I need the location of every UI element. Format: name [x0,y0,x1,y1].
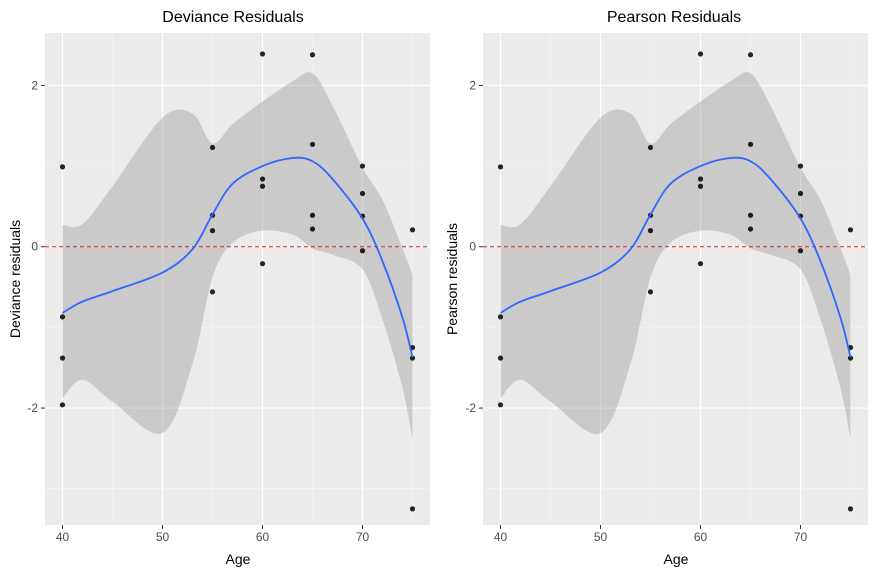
data-point [647,144,654,151]
data-points [59,51,416,512]
data-point [59,402,66,408]
plot-panel-background [45,33,430,525]
y-axis-ticks: -2 0 2 [27,78,45,415]
data-point [497,402,504,408]
confidence-band [62,72,413,439]
data-point [847,227,854,233]
data-point [209,228,216,234]
data-point [59,164,66,170]
data-point [797,190,804,197]
data-point [409,506,416,512]
y-axis-title: Pearson residuals [444,223,460,335]
data-point [747,52,754,58]
data-point [409,355,416,361]
x-tick-label: 50 [594,530,608,544]
data-point [647,228,654,234]
confidence-band [500,72,851,439]
data-point [747,226,754,232]
data-point [309,52,316,58]
data-point [697,261,704,267]
data-point [797,248,804,254]
x-tick-label: 60 [694,530,708,544]
y-axis-ticks: -2 0 2 [465,78,483,415]
pearson-residuals-panel: Pearson Residuals 40 50 60 70 -2 0 2 Age Pear… [444,9,868,567]
data-point [847,355,854,361]
x-tick-label: 40 [494,530,508,544]
data-point [409,227,416,233]
data-point [747,141,754,147]
grid-lines [45,33,430,525]
data-point [797,163,804,169]
x-axis-ticks: 40 50 60 70 [494,525,808,544]
y-axis-title: Deviance residuals [7,220,23,338]
data-point [359,163,366,169]
data-point [847,506,854,512]
data-point [647,289,654,295]
deviance-residuals-panel: Deviance Residuals 40 50 60 70 -2 0 2 Age Dev… [7,9,430,567]
data-point [497,164,504,170]
data-point [309,212,316,218]
x-tick-label: 70 [794,530,808,544]
grid-lines [483,33,868,525]
data-point [497,355,504,361]
chart-title: Pearson Residuals [607,9,741,26]
x-tick-label: 70 [356,530,370,544]
data-point [359,190,366,197]
data-point [697,183,704,189]
x-tick-label: 40 [56,530,70,544]
y-tick-label: -2 [27,401,38,415]
data-point [209,289,216,295]
y-tick-label: 0 [469,240,476,254]
data-point [747,212,754,218]
y-tick-label: 0 [31,240,38,254]
x-axis-ticks: 40 50 60 70 [56,525,370,544]
data-point [259,176,266,182]
x-axis-title: Age [226,551,251,567]
chart-title: Deviance Residuals [162,9,303,26]
y-tick-label: -2 [465,401,476,415]
data-point [259,183,266,189]
data-point [309,141,316,147]
plot-panel-background [483,33,868,525]
data-point [697,51,704,57]
x-tick-label: 50 [156,530,170,544]
data-point [209,144,216,151]
data-point [497,314,504,320]
data-point [697,176,704,182]
data-point [59,314,66,320]
smooth-line [500,156,852,358]
y-tick-label: 2 [469,78,476,92]
data-point [309,226,316,232]
data-point [259,261,266,267]
x-tick-label: 60 [256,530,270,544]
x-axis-title: Age [664,551,689,567]
y-tick-label: 2 [31,78,38,92]
data-point [259,51,266,57]
data-point [59,355,66,361]
data-point [359,248,366,254]
smooth-line [62,156,414,358]
